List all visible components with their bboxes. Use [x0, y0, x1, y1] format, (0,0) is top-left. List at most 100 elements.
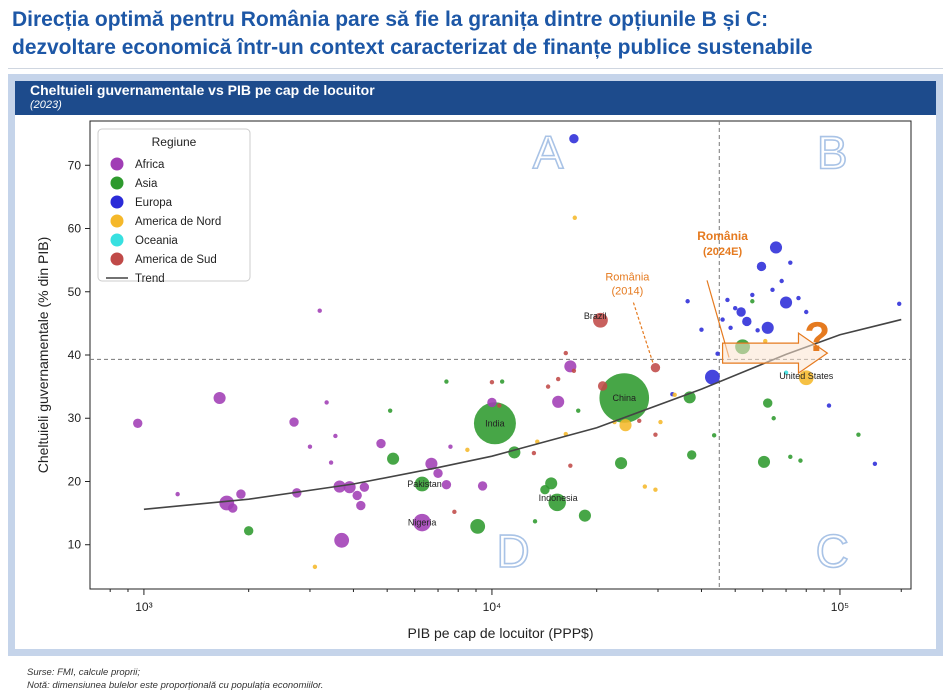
- data-point: [497, 403, 502, 408]
- header-divider: [8, 68, 943, 69]
- data-point: [489, 379, 495, 385]
- data-point: [555, 376, 561, 382]
- data-point: [499, 379, 505, 384]
- data-point: [444, 379, 449, 384]
- data-point: [289, 417, 299, 427]
- data-point: [715, 351, 720, 356]
- data-point: [771, 416, 776, 421]
- data-point: [470, 518, 486, 534]
- chart-panel-subtitle: (2023): [30, 99, 62, 111]
- annotation-romania-2014-year: (2014): [611, 285, 643, 297]
- legend-item-trend: Trend: [135, 273, 165, 285]
- data-point: [750, 299, 755, 304]
- data-point: [324, 400, 329, 405]
- x-tick-label: 10⁴: [483, 600, 502, 614]
- data-point: [770, 287, 775, 293]
- data-point: [593, 312, 608, 328]
- data-point: [897, 301, 902, 306]
- data-point: [572, 215, 577, 220]
- data-point: [433, 468, 443, 478]
- data-point: [798, 370, 814, 386]
- data-point: [312, 564, 318, 570]
- country-label-nigeria: Nigeria: [408, 518, 437, 528]
- x-tick-label: 10⁵: [831, 600, 849, 614]
- data-point: [334, 532, 350, 548]
- data-point: [317, 308, 322, 313]
- legend-swatch: [110, 252, 124, 266]
- data-point: [552, 395, 565, 408]
- data-point: [175, 491, 180, 497]
- data-point: [228, 503, 238, 513]
- data-point: [352, 490, 362, 501]
- chart-panel-banner: [15, 81, 936, 115]
- data-point: [826, 403, 832, 408]
- annotation-romania-2024-year: (2024E): [703, 246, 742, 258]
- page-headline: Direcția optimă pentru România pare să f…: [12, 6, 942, 62]
- data-point: [650, 362, 661, 373]
- data-point: [563, 350, 568, 356]
- legend-swatch: [110, 157, 124, 171]
- y-axis-label: Cheltuieli guvernamentale (% din PIB): [35, 237, 51, 474]
- legend-swatch: [110, 176, 124, 190]
- chart-panel-title: Cheltuieli guvernamentale vs PIB pe cap …: [30, 82, 375, 98]
- data-point: [761, 321, 774, 334]
- data-point: [532, 519, 538, 524]
- country-label-indonesia: Indonesia: [539, 493, 578, 503]
- data-point: [769, 241, 783, 254]
- data-point: [856, 432, 861, 437]
- y-tick-label: 70: [68, 158, 82, 172]
- data-point: [599, 373, 650, 423]
- data-point: [236, 489, 246, 499]
- legend-swatch: [110, 195, 124, 209]
- headline-line-2: dezvoltare economică într-un context car…: [12, 36, 813, 59]
- data-point: [545, 384, 551, 389]
- y-tick-label: 50: [68, 285, 82, 299]
- data-point: [243, 526, 254, 536]
- legend-swatch: [110, 214, 124, 228]
- data-point: [531, 450, 537, 456]
- data-point: [548, 493, 566, 512]
- quadrant-label-c: C: [816, 525, 849, 577]
- data-point: [619, 419, 632, 432]
- country-label-china: China: [613, 393, 637, 403]
- data-point: [687, 450, 697, 460]
- legend-item-europa: Europa: [135, 197, 173, 209]
- data-point: [757, 455, 771, 468]
- data-point: [725, 297, 730, 303]
- data-point: [387, 452, 400, 465]
- country-label-india: India: [485, 418, 505, 428]
- data-point: [672, 392, 677, 398]
- data-point: [441, 479, 452, 490]
- data-point: [798, 458, 803, 463]
- data-point: [796, 295, 801, 301]
- data-point: [578, 509, 591, 522]
- data-point: [813, 322, 818, 327]
- data-point: [133, 418, 143, 429]
- data-point: [452, 509, 457, 515]
- data-point: [333, 433, 338, 439]
- data-point: [704, 369, 720, 385]
- y-tick-label: 40: [68, 348, 82, 362]
- data-point: [465, 447, 470, 453]
- data-point: [756, 261, 767, 272]
- data-point: [376, 438, 386, 449]
- y-tick-label: 60: [68, 222, 82, 236]
- data-point: [473, 402, 516, 445]
- data-point: [788, 260, 793, 265]
- data-point: [576, 408, 581, 413]
- footer-note: Notă: dimensiunea bulelor este proporțio…: [27, 680, 324, 691]
- data-point: [804, 309, 809, 315]
- data-point: [387, 408, 393, 413]
- data-point: [540, 485, 550, 495]
- data-point: [615, 457, 628, 470]
- x-tick-label: 10³: [135, 600, 152, 614]
- data-point: [872, 461, 878, 466]
- annotation-arrow-2014: [632, 302, 654, 363]
- data-point: [359, 482, 370, 492]
- data-point: [658, 419, 663, 425]
- data-point: [328, 460, 334, 465]
- annotation-romania-2024: România: [697, 229, 748, 243]
- data-point: [720, 317, 725, 322]
- data-point: [653, 487, 658, 492]
- data-point: [414, 476, 430, 492]
